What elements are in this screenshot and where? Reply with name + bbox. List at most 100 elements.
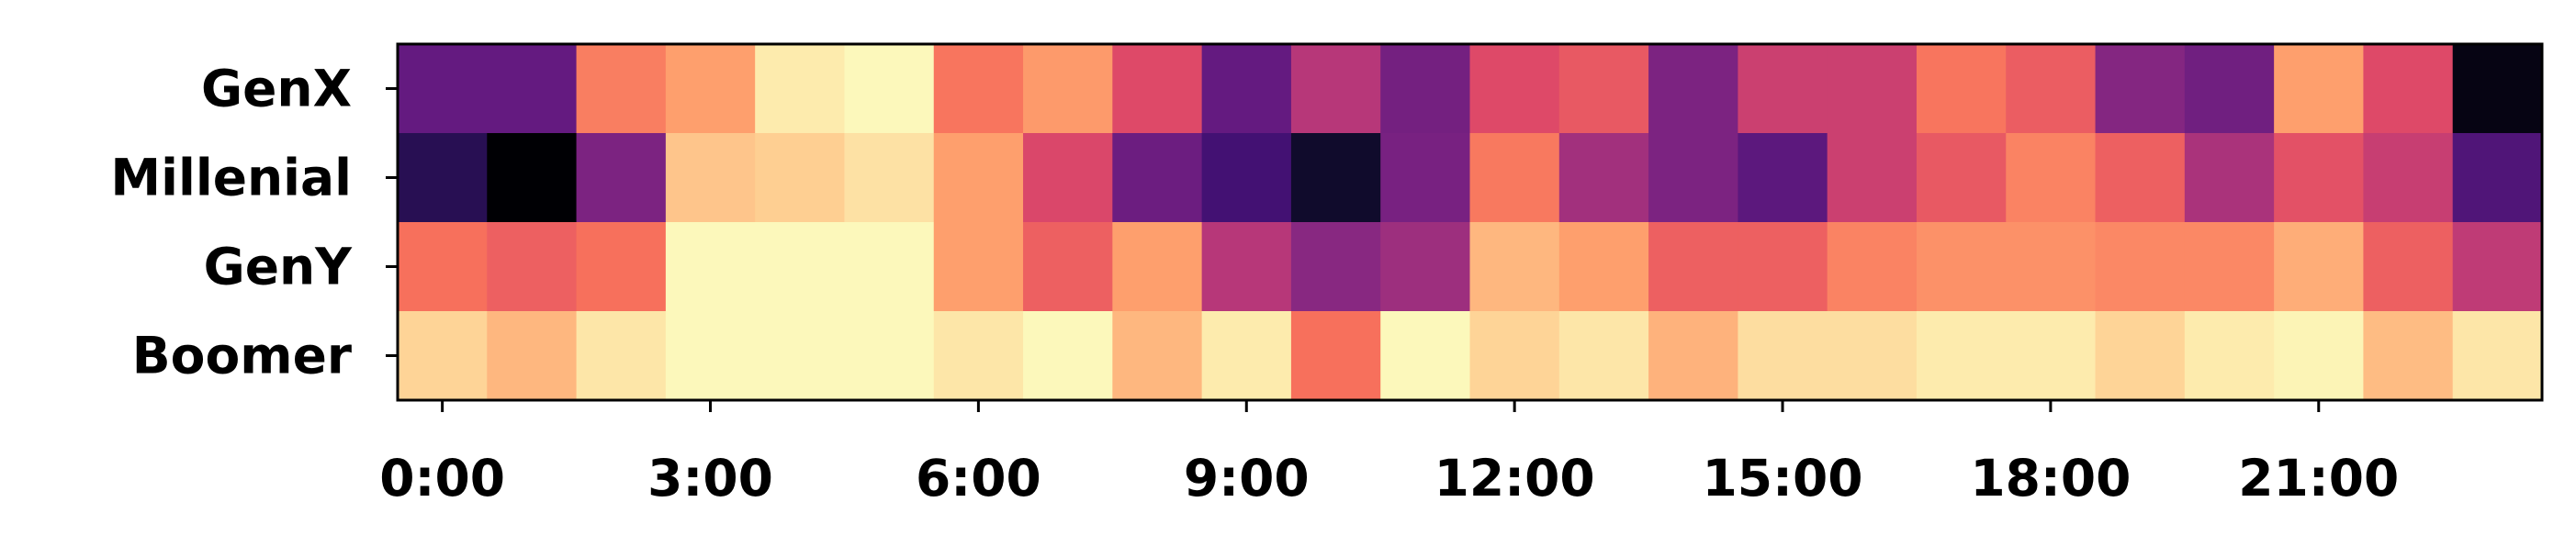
heatmap-cell-genx-h21 [2274,44,2365,134]
heatmap-cell-geny-h22 [2363,222,2454,312]
heatmap-cell-genx-h20 [2184,44,2275,134]
heatmap-cell-genx-h9 [1201,44,1292,134]
y-tick-label-boomer: Boomer [132,327,352,385]
heatmap-cell-boomer-h6 [933,311,1024,401]
heatmap-cell-millenial-h14 [1648,133,1738,223]
heatmap-cell-geny-h9 [1201,222,1292,312]
x-axis: 0:00 3:00 6:00 9:00 12:00 15:00 18:00 21:00 [379,400,2399,508]
heatmap-cell-genx-h10 [1290,44,1381,134]
heatmap-cell-genx-h17 [1916,44,2007,134]
heatmap-cell-boomer-h4 [755,311,846,401]
heatmap-cell-boomer-h22 [2363,311,2454,401]
heatmap-cell-boomer-h10 [1290,311,1381,401]
heatmap-cell-geny-h1 [487,222,578,312]
heatmap-cell-boomer-h3 [665,311,756,401]
heatmap-cell-millenial-h19 [2095,133,2186,223]
heatmap-cell-genx-h4 [755,44,846,134]
heatmap-cell-geny-h6 [933,222,1024,312]
heatmap-cell-geny-h5 [844,222,935,312]
heatmap-cell-boomer-h9 [1201,311,1292,401]
heatmap-cell-geny-h17 [1916,222,2007,312]
heatmap-cell-boomer-h21 [2274,311,2365,401]
y-tick-label-millenial: Millenial [110,149,352,207]
heatmap-cell-geny-h8 [1112,222,1203,312]
heatmap-cell-geny-h3 [665,222,756,312]
heatmap-cell-genx-h2 [576,44,667,134]
x-tick-label: 18:00 [1970,449,2131,508]
heatmap-cell-geny-h14 [1648,222,1738,312]
heatmap-cells [398,44,2543,401]
heatmap-cell-geny-h13 [1558,222,1649,312]
heatmap-cell-geny-h19 [2095,222,2186,312]
heatmap-cell-genx-h19 [2095,44,2186,134]
heatmap-cell-boomer-h2 [576,311,667,401]
heatmap-cell-genx-h16 [1827,44,1918,134]
y-tick-label-genx: GenX [201,60,352,118]
heatmap-cell-millenial-h15 [1738,133,1828,223]
heatmap-cell-millenial-h13 [1558,133,1649,223]
heatmap-cell-boomer-h0 [398,311,488,401]
heatmap-cell-millenial-h6 [933,133,1024,223]
heatmap-cell-geny-h21 [2274,222,2365,312]
y-axis: GenX Millenial GenY Boomer [110,60,398,385]
x-tick-label: 0:00 [379,449,505,508]
x-tick-label: 9:00 [1184,449,1310,508]
heatmap-cell-millenial-h16 [1827,133,1918,223]
heatmap-cell-boomer-h15 [1738,311,1828,401]
heatmap-cell-boomer-h19 [2095,311,2186,401]
heatmap-cell-millenial-h22 [2363,133,2454,223]
heatmap-cell-millenial-h11 [1380,133,1471,223]
heatmap-cell-genx-h8 [1112,44,1203,134]
heatmap-cell-millenial-h20 [2184,133,2275,223]
heatmap-cell-geny-h2 [576,222,667,312]
heatmap-cell-geny-h0 [398,222,488,312]
heatmap-cell-geny-h12 [1469,222,1560,312]
heatmap-cell-boomer-h12 [1469,311,1560,401]
heatmap-cell-boomer-h13 [1558,311,1649,401]
heatmap-cell-millenial-h8 [1112,133,1203,223]
heatmap-cell-genx-h0 [398,44,488,134]
x-tick-label: 6:00 [916,449,1041,508]
heatmap-cell-millenial-h4 [755,133,846,223]
heatmap-cell-genx-h5 [844,44,935,134]
heatmap-cell-millenial-h0 [398,133,488,223]
heatmap-cell-boomer-h16 [1827,311,1918,401]
heatmap-cell-millenial-h10 [1290,133,1381,223]
heatmap-cell-geny-h20 [2184,222,2275,312]
x-tick-label: 3:00 [647,449,773,508]
heatmap-cell-millenial-h1 [487,133,578,223]
heatmap-cell-boomer-h8 [1112,311,1203,401]
heatmap-cell-genx-h11 [1380,44,1471,134]
heatmap-cell-genx-h15 [1738,44,1828,134]
heatmap-cell-genx-h7 [1023,44,1113,134]
heatmap-cell-genx-h12 [1469,44,1560,134]
heatmap-cell-millenial-h17 [1916,133,2007,223]
heatmap-cell-geny-h15 [1738,222,1828,312]
heatmap-cell-genx-h13 [1558,44,1649,134]
heatmap-cell-boomer-h18 [2006,311,2097,401]
heatmap-cell-geny-h7 [1023,222,1113,312]
heatmap-cell-boomer-h5 [844,311,935,401]
heatmap-cell-boomer-h17 [1916,311,2007,401]
heatmap-cell-millenial-h9 [1201,133,1292,223]
heatmap-cell-millenial-h21 [2274,133,2365,223]
heatmap-cell-genx-h6 [933,44,1024,134]
x-tick-label: 12:00 [1434,449,1595,508]
plot-frame [396,42,2544,402]
heatmap-cell-boomer-h14 [1648,311,1738,401]
heatmap-cell-genx-h23 [2452,44,2543,134]
heatmap-cell-millenial-h7 [1023,133,1113,223]
heatmap-cell-genx-h3 [665,44,756,134]
heatmap-cell-boomer-h7 [1023,311,1113,401]
heatmap-cell-boomer-h11 [1380,311,1471,401]
heatmap-cell-millenial-h23 [2452,133,2543,223]
heatmap-cell-genx-h18 [2006,44,2097,134]
heatmap-cell-genx-h22 [2363,44,2454,134]
y-tick-label-geny: GenY [204,238,354,296]
x-tick-label: 15:00 [1702,449,1862,508]
heatmap-cell-millenial-h12 [1469,133,1560,223]
heatmap-cell-geny-h18 [2006,222,2097,312]
heatmap-cell-genx-h1 [487,44,578,134]
heatmap-cell-millenial-h5 [844,133,935,223]
heatmap-cell-boomer-h23 [2452,311,2543,401]
